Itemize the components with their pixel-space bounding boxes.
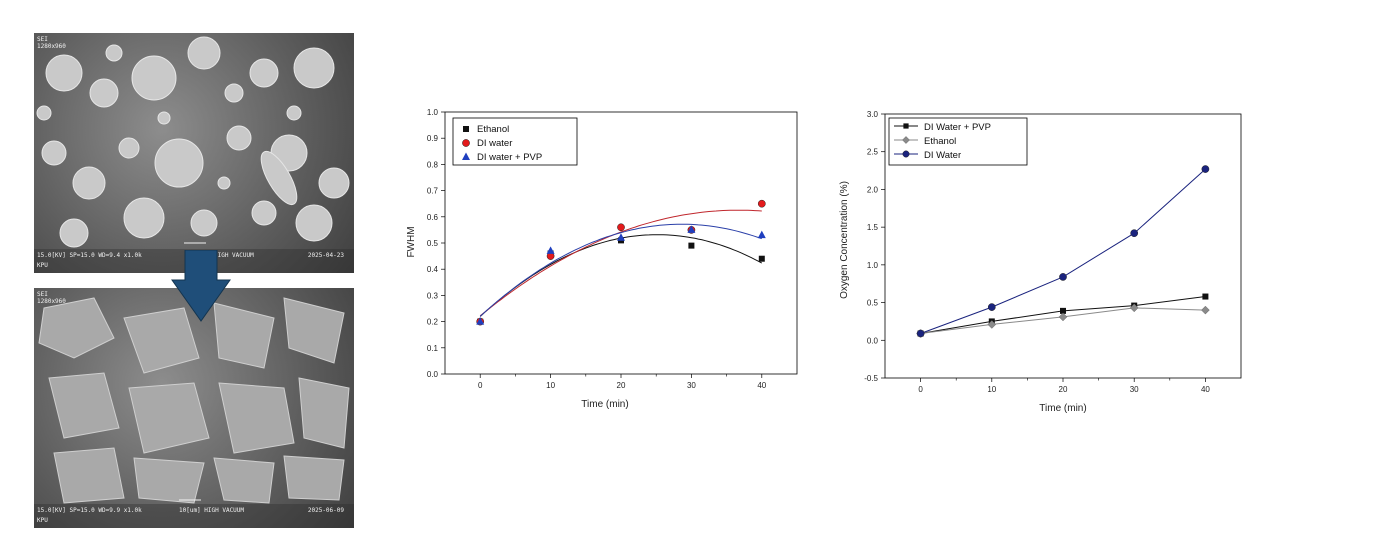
x-tick-label: 0 (918, 385, 923, 394)
x-tick-label: 20 (617, 381, 626, 390)
sem-info-bar (34, 504, 354, 528)
x-tick-label: 10 (546, 381, 555, 390)
x-tick-label: 30 (1130, 385, 1139, 394)
sem-date-label: 2025-04-23 (307, 252, 344, 259)
di-water-point (617, 223, 625, 232)
y-tick-label: 1.0 (867, 261, 879, 270)
di-water-pvp-point (617, 233, 625, 241)
di-water-point (987, 303, 996, 311)
y-tick-label: 0.0 (867, 336, 879, 345)
fwhm-legend-ethanol: Ethanol (477, 124, 509, 135)
x-tick-label: 0 (478, 381, 483, 390)
y-tick-label: 3.0 (867, 110, 879, 119)
fwhm-legend-di-water-pvp: DI water + PVP (477, 152, 542, 163)
sem-settings-label: 15.0[KV] SP=15.0 WD=9.4 x1.0k (37, 252, 142, 259)
sem-institution-label: KPU (37, 517, 48, 524)
oxygen-chart: 0 10 20 30 40 -0.5 0.0 0.5 1.0 1.5 2.0 2.5 3.0 Time … (839, 110, 1242, 414)
oxygen-x-axis-label: Time (min) (1039, 403, 1086, 414)
sem-mode-label: SEI (37, 291, 48, 298)
fwhm-legend: Ethanol DI water DI water + PVP (452, 117, 578, 166)
sem-image-spherical-particles: SEI 1280x960 15.0[KV] SP=15.0 WD=9.4 x1.… (34, 33, 354, 273)
oxygen-plot-area: 0 10 20 30 40 -0.5 0.0 0.5 1.0 1.5 2.0 2.5 3.0 (864, 110, 1242, 394)
di-water-pvp-fit-curve (479, 223, 762, 317)
y-tick-label: 0.3 (427, 291, 439, 300)
sem-institution-label: KPU (37, 262, 48, 269)
y-tick-label: 1.0 (427, 108, 439, 117)
di-water-fit-curve (479, 209, 762, 317)
di-water-point (1059, 273, 1067, 281)
sem-micrograph-flakes (38, 297, 350, 504)
di-water-pvp-point (546, 246, 555, 254)
di-water-point (1201, 165, 1210, 173)
y-tick-label: 0.1 (427, 344, 439, 353)
oxygen-legend-di-water: DI Water (924, 150, 961, 161)
ethanol-point (987, 320, 997, 329)
di-water-legend-marker (462, 139, 470, 147)
di-water-legend-marker (902, 150, 910, 158)
fwhm-x-axis-label: Time (min) (581, 399, 628, 410)
di-water-pvp-point (687, 225, 696, 233)
y-tick-label: 0.9 (427, 134, 439, 143)
fwhm-legend-box (452, 117, 578, 166)
x-tick-label: 10 (987, 385, 996, 394)
di-water-pvp-point (476, 317, 485, 325)
x-tick-label: 40 (1201, 385, 1210, 394)
di-water-point (757, 199, 766, 208)
sem-settings-label: 15.0[KV] SP=15.0 WD=9.9 x1.0k (37, 507, 142, 514)
x-tick-label: 20 (1059, 385, 1068, 394)
di-water-pvp-point (1202, 293, 1209, 300)
oxygen-y-axis-label: Oxygen Concentration (%) (839, 181, 850, 299)
y-tick-label: 0.7 (427, 187, 439, 196)
di-water-point (916, 329, 925, 338)
y-tick-label: 0.8 (427, 160, 439, 169)
y-tick-label: 2.5 (867, 148, 879, 157)
ethanol-point (688, 242, 695, 249)
di-water-pvp-point (1060, 307, 1066, 314)
ethanol-point (1129, 303, 1139, 313)
y-tick-label: 0.5 (427, 239, 439, 248)
y-tick-label: 0.4 (427, 265, 439, 274)
ethanol-legend-marker (902, 136, 910, 144)
sem-resolution-label: 1280x960 (37, 298, 66, 305)
ethanol-point (1201, 305, 1210, 315)
down-arrow-icon (171, 250, 231, 322)
y-tick-label: 2.0 (867, 185, 879, 194)
sem-mode-label: SEI (37, 36, 48, 43)
y-tick-label: 0.2 (427, 318, 439, 327)
oxygen-legend-di-water-pvp: DI Water + PVP (924, 122, 991, 133)
di-water-point (1130, 229, 1139, 238)
ethanol-fit-curve (479, 234, 763, 317)
y-tick-label: 0.0 (427, 370, 439, 379)
sem-micrograph-spheres (36, 36, 350, 248)
x-tick-label: 40 (757, 381, 766, 390)
ethanol-legend-marker (463, 126, 469, 132)
y-tick-label: 0.5 (867, 299, 879, 308)
oxygen-legend: DI Water + PVP Ethanol DI Water (888, 117, 1028, 166)
y-tick-label: -0.5 (864, 374, 878, 383)
di-water-pvp-point (757, 230, 766, 239)
di-water-pvp-legend-marker (903, 123, 909, 129)
sem-date-label: 2025-06-09 (307, 507, 344, 514)
fwhm-chart: 0 10 20 30 40 0.0 0.1 0.2 0.3 0.4 0.5 0.6 0.7 0.8 0.9 1… (406, 108, 798, 410)
x-tick-label: 30 (687, 381, 696, 390)
sem-image-flake-particles: SEI 1280x960 15.0[KV] SP=15.0 WD=9.9 x1.… (34, 288, 354, 528)
fwhm-legend-di-water: DI water (477, 138, 512, 149)
ethanol-point (1058, 312, 1068, 322)
di-water-pvp-legend-marker (462, 152, 470, 160)
ethanol-point (758, 255, 765, 262)
sem-vacuum-label: 10[um] HIGH VACUUM (179, 507, 245, 514)
y-tick-label: 1.5 (867, 223, 879, 232)
fwhm-plot-area: 0 10 20 30 40 0.0 0.1 0.2 0.3 0.4 0.5 0.6 0.7 0.8 0.9 1… (427, 108, 798, 390)
sem-resolution-label: 1280x960 (37, 43, 66, 50)
oxygen-legend-ethanol: Ethanol (924, 136, 956, 147)
fwhm-y-axis-label: FWHM (406, 226, 417, 257)
y-tick-label: 0.6 (427, 213, 439, 222)
sem-vacuum-label: HIGH VACUUM (214, 252, 254, 259)
